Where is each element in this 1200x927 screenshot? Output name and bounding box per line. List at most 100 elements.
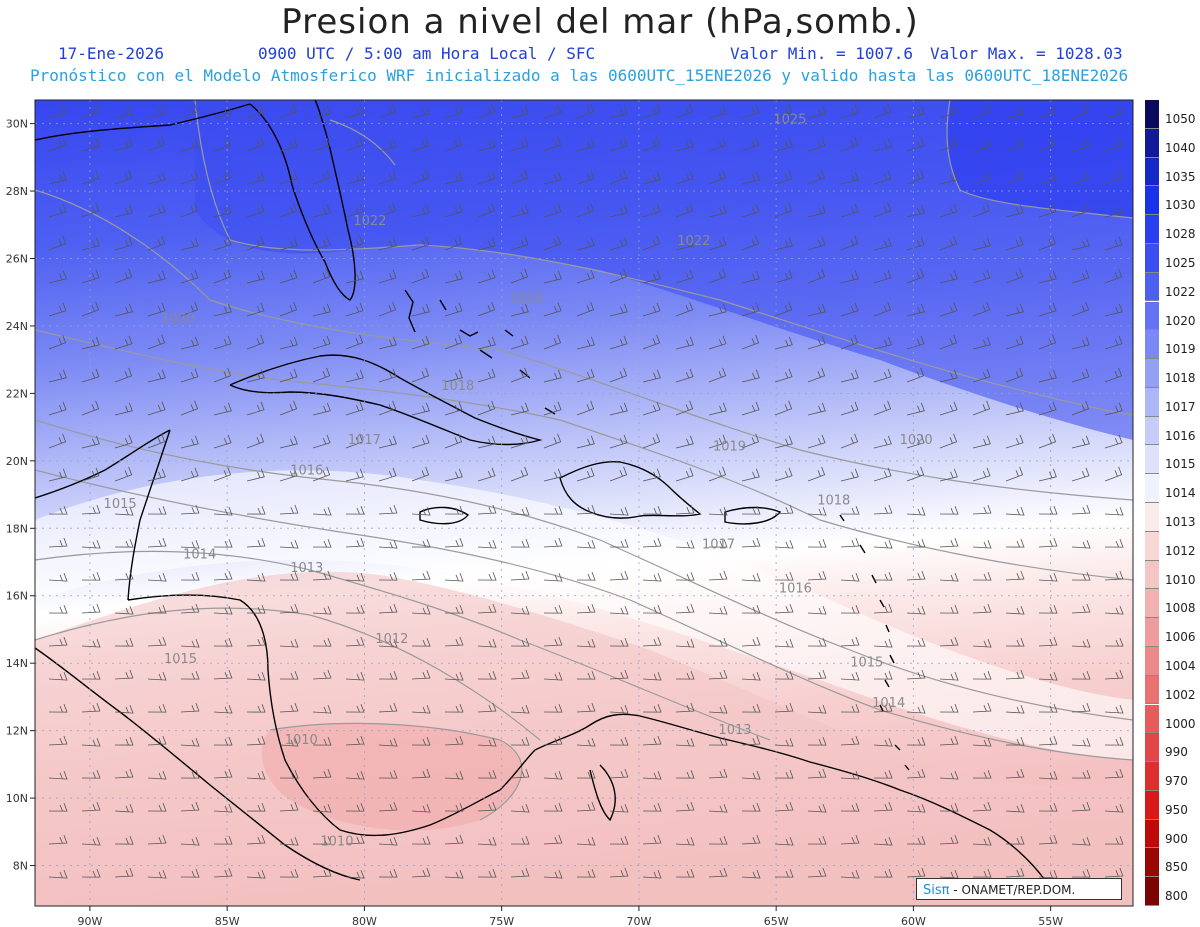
wind-barb bbox=[840, 136, 859, 152]
coast-colombia-venezuela bbox=[499, 713, 1046, 881]
wind-barb bbox=[774, 539, 794, 549]
wind-barb bbox=[312, 867, 332, 878]
wind-barb bbox=[378, 467, 397, 482]
wind-barb bbox=[1038, 636, 1058, 647]
wind-barb bbox=[147, 468, 166, 482]
wind-barb bbox=[675, 638, 695, 648]
legend-item: 800 bbox=[1145, 877, 1200, 906]
wind-barb bbox=[477, 737, 497, 747]
wind-barb bbox=[81, 170, 100, 185]
wind-barb bbox=[444, 369, 463, 383]
wind-barb bbox=[246, 401, 265, 416]
credit-box: Sisπ - ONAMET/REP.DOM. bbox=[916, 878, 1122, 900]
wind-barb bbox=[708, 867, 728, 878]
wind-barb bbox=[1005, 236, 1024, 251]
lat-label: 14N bbox=[6, 657, 28, 670]
wind-barb bbox=[642, 703, 662, 713]
wind-barb bbox=[411, 835, 431, 845]
wind-barb bbox=[774, 138, 793, 152]
legend-swatch bbox=[1145, 301, 1159, 331]
wind-barb bbox=[873, 539, 893, 549]
wind-barb bbox=[312, 570, 332, 581]
wind-barb bbox=[1104, 704, 1124, 714]
wind-barb bbox=[873, 603, 893, 614]
wind-barb bbox=[378, 670, 398, 680]
legend-swatch bbox=[1145, 387, 1159, 417]
legend-swatch bbox=[1145, 359, 1159, 388]
wind-barb bbox=[939, 203, 958, 218]
wind-barb bbox=[345, 334, 364, 350]
wind-barb bbox=[246, 136, 265, 152]
wind-barb bbox=[741, 433, 760, 449]
wind-barb bbox=[807, 637, 827, 647]
wind-barb bbox=[1038, 334, 1057, 350]
wind-barb bbox=[48, 572, 68, 582]
wind-barb bbox=[1038, 735, 1058, 746]
map-area: 1025 1022 1022 1020 1020 1018 1017 1019 1020 1016… bbox=[35, 100, 1133, 906]
wind-barb bbox=[675, 301, 694, 317]
wind-barb bbox=[378, 336, 397, 350]
coastlines bbox=[35, 100, 1046, 881]
wind-barb bbox=[345, 869, 365, 879]
wind-barb bbox=[1038, 770, 1058, 780]
wind-barb bbox=[972, 769, 992, 779]
wind-barbs bbox=[48, 103, 1124, 879]
wind-barb bbox=[675, 467, 694, 482]
wind-barb bbox=[939, 433, 958, 449]
lon-label: 80W bbox=[352, 915, 377, 927]
wind-barb bbox=[213, 402, 232, 416]
wind-barb bbox=[279, 571, 299, 581]
lat-label: 26N bbox=[6, 253, 28, 266]
contour-label: 1017 bbox=[348, 433, 381, 448]
wind-barb bbox=[411, 303, 430, 317]
wind-barb bbox=[213, 466, 232, 482]
wind-barb bbox=[477, 603, 497, 614]
wind-barb bbox=[576, 301, 595, 317]
lat-label: 12N bbox=[6, 725, 28, 738]
wind-barb bbox=[1005, 335, 1024, 350]
wind-barb bbox=[1104, 402, 1123, 416]
wind-barb bbox=[213, 204, 232, 218]
wind-barb bbox=[180, 435, 199, 449]
wind-barb bbox=[642, 869, 662, 879]
wind-barb bbox=[873, 269, 892, 284]
wind-barb bbox=[642, 369, 661, 383]
latitude-axis: 30N 28N 26N 24N 22N 20N 18N 16N 14N 12N 10N 8N bbox=[6, 118, 35, 873]
wind-barb bbox=[840, 505, 860, 515]
wind-barb bbox=[114, 669, 134, 680]
wind-barb bbox=[1071, 435, 1090, 449]
wind-barb bbox=[411, 570, 431, 581]
wind-barb bbox=[81, 737, 101, 747]
wind-barb bbox=[675, 400, 694, 416]
wind-barb bbox=[81, 670, 101, 680]
wind-barb bbox=[81, 836, 101, 846]
wind-barb bbox=[906, 268, 925, 284]
contour-label: 1022 bbox=[353, 214, 386, 229]
wind-barb bbox=[906, 506, 926, 516]
coast-bahamas-2 bbox=[439, 299, 556, 415]
wind-barb bbox=[48, 505, 68, 515]
wind-barb bbox=[114, 637, 134, 647]
legend-item: 1006 bbox=[1145, 618, 1200, 647]
wind-barb bbox=[807, 466, 826, 482]
wind-barb bbox=[180, 603, 200, 614]
wind-barb bbox=[576, 603, 596, 614]
wind-barb bbox=[939, 270, 958, 284]
wind-barb bbox=[609, 236, 628, 251]
wind-barb bbox=[774, 801, 794, 812]
wind-barb bbox=[576, 737, 596, 747]
wind-barb bbox=[576, 868, 596, 878]
wind-barb bbox=[378, 603, 398, 614]
wind-barb bbox=[378, 170, 397, 185]
wind-barb bbox=[312, 105, 331, 119]
legend-item: 1013 bbox=[1145, 503, 1200, 532]
wind-barb bbox=[1005, 303, 1024, 317]
wind-barb bbox=[906, 303, 925, 317]
wind-barb bbox=[939, 334, 958, 350]
wind-barb bbox=[840, 171, 859, 185]
wind-barb bbox=[708, 105, 727, 119]
wind-barb bbox=[147, 334, 166, 350]
wind-barb bbox=[444, 537, 464, 548]
coast-central-america bbox=[127, 594, 501, 837]
wind-barb bbox=[180, 702, 200, 713]
